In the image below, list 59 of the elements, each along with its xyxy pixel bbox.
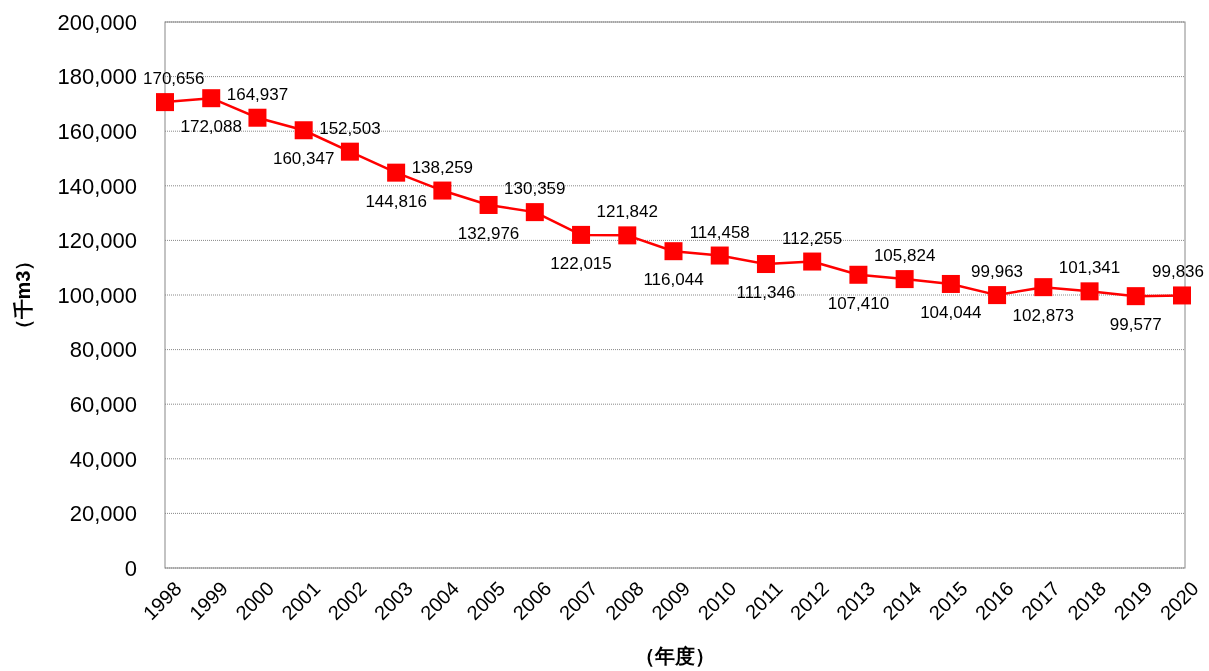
point — [156, 93, 174, 112]
point — [479, 195, 498, 214]
point — [433, 181, 452, 200]
text: 132,976 — [457, 223, 520, 243]
point — [202, 89, 221, 108]
point — [895, 270, 914, 289]
text: 102,873 — [1012, 306, 1075, 326]
text: 105,824 — [873, 246, 936, 266]
point — [248, 108, 267, 127]
y-tick-label: 60,000 — [69, 391, 137, 417]
point — [618, 226, 637, 245]
text: 111,346 — [736, 283, 796, 303]
text: 101,341 — [1058, 258, 1121, 278]
y-tick-label: 40,000 — [69, 446, 137, 472]
text: 104,044 — [920, 302, 982, 322]
text: 138,259 — [411, 157, 474, 177]
point — [387, 163, 406, 182]
text: 99,577 — [1109, 315, 1162, 335]
text: 99,836 — [1152, 262, 1204, 282]
y-tick-label: 120,000 — [57, 228, 137, 254]
point — [1126, 287, 1145, 306]
text: 170,656 — [143, 69, 205, 89]
x-axis-title: （年度） — [635, 645, 715, 667]
y-tick-label: 0 — [124, 555, 137, 581]
text: 130,359 — [504, 179, 566, 199]
text: 121,842 — [596, 202, 658, 222]
text: 107,410 — [827, 293, 890, 313]
point — [294, 121, 313, 140]
point — [803, 252, 822, 271]
point — [664, 242, 683, 261]
point — [710, 246, 729, 265]
y-tick-label: 20,000 — [69, 501, 137, 527]
y-tick-label: 200,000 — [57, 9, 137, 35]
point — [1034, 278, 1053, 297]
text: 160,347 — [272, 149, 335, 169]
y-tick-label: 80,000 — [69, 337, 137, 363]
point — [572, 225, 591, 244]
text: 144,816 — [365, 191, 427, 211]
point — [340, 142, 359, 161]
text: 152,503 — [319, 118, 381, 138]
text: 122,015 — [550, 253, 612, 273]
text: 99,963 — [971, 262, 1024, 282]
y-tick-label: 160,000 — [57, 118, 137, 144]
y-tick-label: 140,000 — [57, 173, 137, 199]
point — [988, 286, 1007, 305]
text: 116,044 — [643, 270, 704, 290]
point — [849, 265, 868, 284]
text: 112,255 — [782, 228, 843, 248]
point — [1080, 282, 1099, 301]
text: 114,458 — [689, 222, 750, 242]
text: 164,937 — [226, 84, 289, 104]
point — [756, 255, 775, 274]
y-tick-label: 180,000 — [57, 64, 137, 90]
point — [525, 203, 544, 222]
text: 172,088 — [180, 117, 242, 137]
y-tick-label: 100,000 — [57, 282, 137, 308]
point — [1173, 286, 1191, 305]
point — [941, 274, 960, 293]
y-axis-title: （千m3） — [12, 250, 34, 340]
